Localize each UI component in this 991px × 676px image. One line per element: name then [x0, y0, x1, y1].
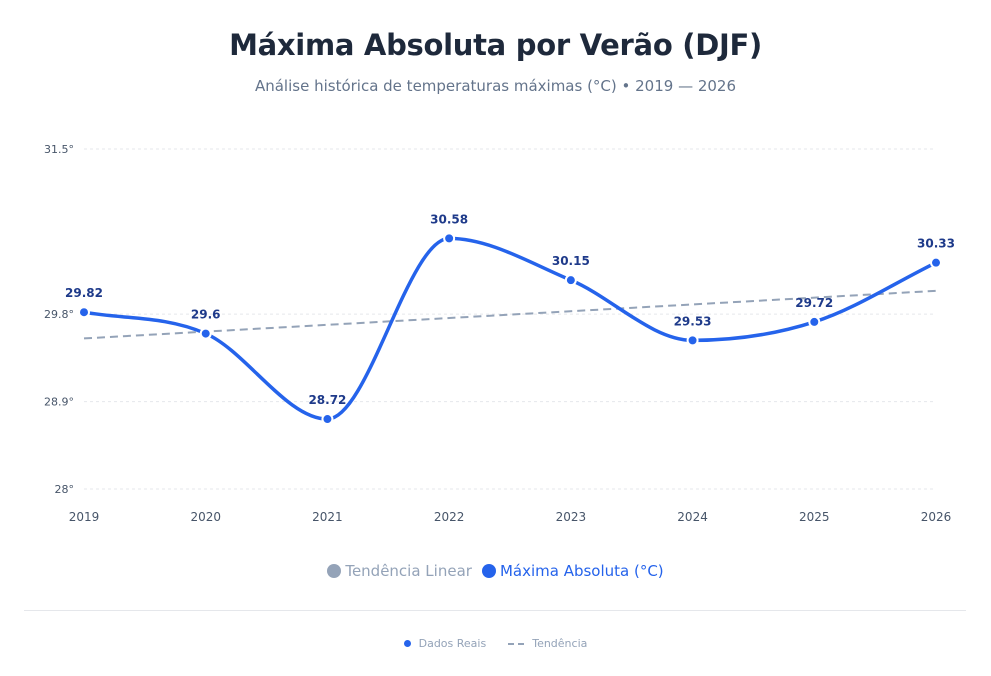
- y-tick-label: 31.5°: [44, 143, 74, 156]
- data-point: [808, 315, 821, 328]
- data-point: [321, 413, 334, 426]
- legend-trend-label: Tendência Linear: [345, 562, 472, 580]
- data-label: 30.33: [917, 237, 955, 251]
- data-label: 29.72: [795, 296, 833, 310]
- legend-series-dot: [481, 564, 496, 578]
- x-tick-label: 2019: [69, 510, 100, 524]
- footer-trend-dash: [508, 642, 525, 645]
- x-tick-label: 2026: [921, 510, 952, 524]
- x-tick-label: 2025: [799, 510, 830, 524]
- data-label: 30.58: [430, 212, 468, 226]
- data-label: 28.72: [308, 393, 346, 407]
- chart-subtitle: Análise histórica de temperaturas máxima…: [254, 77, 737, 95]
- legend-series-label: Máxima Absoluta (°C): [499, 562, 664, 580]
- x-tick-label: 2024: [677, 510, 708, 524]
- legend-trend-dot: [327, 564, 342, 578]
- data-point: [78, 306, 90, 319]
- data-label: 30.15: [552, 254, 590, 268]
- footer-legend: Dados Reais Tendência: [0, 637, 991, 650]
- x-tick-label: 2021: [312, 510, 343, 524]
- data-point: [930, 256, 942, 269]
- footer-real-dot: [403, 640, 411, 647]
- footer-trend-label: Tendência: [532, 637, 588, 650]
- data-point: [686, 334, 699, 347]
- footer-divider: [24, 610, 966, 611]
- data-label: 29.6: [191, 308, 221, 322]
- x-tick-label: 2022: [434, 510, 465, 524]
- data-point: [199, 327, 212, 340]
- y-tick-label: 28°: [55, 483, 75, 496]
- x-tick-label: 2020: [190, 510, 221, 524]
- chart-legend: Tendência Linear Máxima Absoluta (°C): [0, 562, 991, 580]
- data-label: 29.82: [65, 286, 103, 300]
- chart-title: Máxima Absoluta por Verão (DJF): [229, 28, 762, 62]
- data-point: [564, 274, 577, 287]
- series-line: [82, 236, 938, 421]
- data-point: [443, 232, 456, 245]
- x-tick-label: 2023: [556, 510, 587, 524]
- data-label: 29.53: [674, 314, 712, 328]
- footer-item-real: Dados Reais: [403, 637, 487, 650]
- y-tick-label: 28.9°: [44, 396, 74, 409]
- footer-item-trend: Tendência: [508, 637, 587, 650]
- legend-item-trend[interactable]: Tendência Linear: [327, 562, 472, 580]
- footer-real-label: Dados Reais: [418, 637, 487, 650]
- legend-item-series[interactable]: Máxima Absoluta (°C): [481, 562, 664, 580]
- line-chart: 28° 28.9° 29.8° 31.5° 2019 2020 2021 2022 2023 20…: [44, 143, 955, 524]
- y-tick-label: 29.8°: [44, 308, 74, 321]
